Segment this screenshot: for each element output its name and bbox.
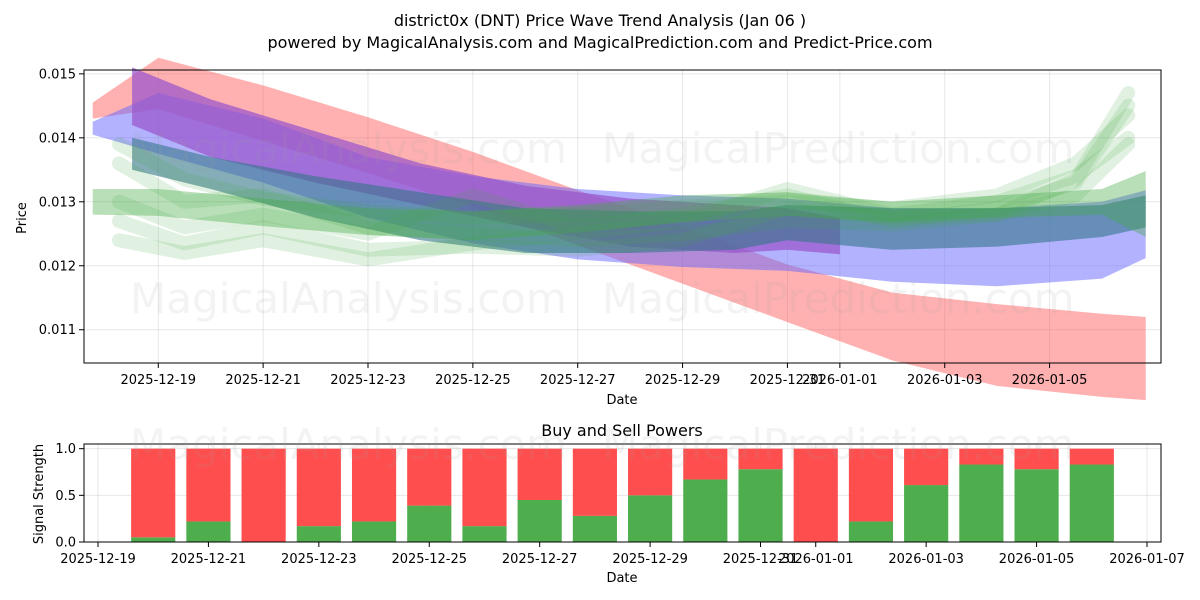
- sell-bar: [462, 448, 507, 527]
- top-y-tick-label: 0.014: [39, 131, 76, 146]
- top-x-tick-label: 2025-12-23: [330, 373, 406, 388]
- sell-bar: [793, 448, 838, 542]
- top-y-axis-label: Price: [15, 202, 30, 234]
- watermark-analysis-top: MagicalAnalysis.com: [130, 124, 567, 173]
- buy-bar: [407, 505, 452, 542]
- sell-bar: [517, 448, 562, 500]
- top-plot-frame: [83, 69, 1162, 364]
- bottom-x-tick-label: 2025-12-19: [60, 552, 136, 567]
- sell-bar: [572, 448, 617, 516]
- buy-bar: [848, 521, 894, 542]
- buy-bar: [296, 526, 341, 542]
- buy-bar: [351, 521, 397, 542]
- green-band: [92, 171, 1146, 241]
- chart-title: district0x (DNT) Price Wave Trend Analys…: [394, 11, 806, 30]
- top-x-tick-label: 2025-12-19: [120, 373, 196, 388]
- bottom-x-tick-label: 2025-12-31: [723, 552, 799, 567]
- green-wave-line: [112, 98, 1136, 241]
- bottom-y-tick-label: 0.5: [55, 489, 76, 504]
- top-x-tick-label: 2026-01-03: [907, 373, 983, 388]
- sell-bar: [959, 448, 1004, 465]
- buy-bar: [1014, 469, 1059, 542]
- sell-bar: [351, 448, 397, 522]
- buy-bar: [462, 526, 507, 542]
- purple-band: [132, 67, 840, 255]
- sell-bar: [628, 448, 673, 496]
- watermark-prediction-bottom: MagicalPrediction.com: [602, 420, 1075, 469]
- buy-bar: [959, 464, 1004, 542]
- top-panel: 2025-12-19 2025-12-21 2025-12-23 2025-12-25…: [15, 57, 1162, 408]
- buy-bar: [904, 485, 949, 542]
- buy-bar: [186, 521, 231, 542]
- bottom-x-tick-label: 2025-12-21: [171, 552, 247, 567]
- sell-bar: [738, 448, 783, 470]
- price-bands: [92, 57, 1146, 401]
- buy-bar: [1069, 464, 1114, 542]
- sell-bar: [1069, 448, 1114, 465]
- buy-bar: [131, 537, 176, 542]
- bottom-x-tick-label: 2026-01-03: [888, 552, 964, 567]
- buy-bar: [738, 469, 783, 542]
- teal-band: [132, 137, 1146, 253]
- bottom-x-tick-label: 2026-01-07: [1109, 552, 1185, 567]
- bottom-y-tick-label: 1.0: [55, 442, 76, 457]
- sell-bar: [296, 448, 341, 527]
- watermark-prediction-top: MagicalPrediction.com: [602, 124, 1075, 173]
- bottom-x-tick-label: 2026-01-01: [778, 552, 854, 567]
- top-y-tick-label: 0.013: [39, 195, 76, 210]
- top-y-tick-label: 0.015: [39, 67, 76, 82]
- bottom-x-axis-label: Date: [606, 571, 637, 586]
- top-x-tick-label: 2025-12-27: [540, 373, 616, 388]
- buy-bar: [517, 500, 562, 542]
- signal-bars: [131, 448, 1114, 542]
- price-wave-lines: [112, 86, 1136, 267]
- sell-bar: [241, 448, 286, 542]
- sell-bar: [848, 448, 894, 522]
- watermarks: MagicalAnalysis.com MagicalPrediction.co…: [130, 124, 1075, 469]
- top-x-tick-label: 2026-01-01: [802, 373, 878, 388]
- top-x-tick-label: 2025-12-29: [645, 373, 721, 388]
- top-y-tick-label: 0.012: [39, 259, 76, 274]
- sell-bar: [407, 448, 452, 506]
- top-x-tick-label: 2025-12-25: [435, 373, 511, 388]
- green-wave-line: [112, 137, 1136, 257]
- bottom-y-axis-label: Signal Strength: [32, 444, 47, 544]
- top-y-ticks: 0.011 0.012 0.013 0.014 0.015: [39, 67, 84, 338]
- bottom-chart-title: Buy and Sell Powers: [541, 421, 703, 440]
- sell-bar: [683, 448, 728, 480]
- watermark-prediction-mid: MagicalPrediction.com: [602, 274, 1075, 323]
- green-wave-line: [112, 108, 1136, 225]
- bottom-x-tick-label: 2026-01-05: [999, 552, 1075, 567]
- bottom-x-ticks: 2025-12-19 2025-12-21 2025-12-23 2025-12-25…: [60, 542, 1185, 567]
- sell-bar: [904, 448, 949, 486]
- green-wave-line: [112, 86, 1136, 248]
- top-x-tick-label: 2025-12-21: [225, 373, 301, 388]
- sell-bar: [186, 448, 231, 522]
- sell-bar: [131, 448, 176, 538]
- bottom-y-ticks: 0.0 0.5 1.0: [55, 442, 84, 551]
- top-x-axis-label: Date: [606, 393, 637, 408]
- buy-bar: [628, 495, 673, 542]
- top-y-tick-label: 0.011: [39, 323, 76, 338]
- watermark-analysis-mid: MagicalAnalysis.com: [130, 274, 567, 323]
- bottom-x-tick-label: 2025-12-25: [391, 552, 467, 567]
- watermark-analysis-bottom: MagicalAnalysis.com: [130, 420, 567, 469]
- bottom-x-tick-label: 2025-12-27: [502, 552, 578, 567]
- bottom-x-tick-label: 2025-12-23: [281, 552, 357, 567]
- bottom-y-tick-label: 0.0: [55, 536, 76, 551]
- bottom-plot-frame: [83, 443, 1162, 543]
- bottom-panel: Buy and Sell Powers 2025-12-19 2025-12-21…: [32, 421, 1185, 586]
- top-x-tick-label: 2026-01-05: [1012, 373, 1088, 388]
- buy-bar: [683, 479, 728, 542]
- top-x-ticks: 2025-12-19 2025-12-21 2025-12-23 2025-12-25…: [120, 363, 1087, 388]
- sell-bar: [1014, 448, 1059, 470]
- green-wave-line: [112, 130, 1136, 267]
- bottom-x-tick-label: 2025-12-29: [612, 552, 688, 567]
- chart-subtitle: powered by MagicalAnalysis.com and Magic…: [267, 33, 932, 52]
- top-x-tick-label: 2025-12-31: [750, 373, 826, 388]
- buy-bar: [572, 515, 617, 542]
